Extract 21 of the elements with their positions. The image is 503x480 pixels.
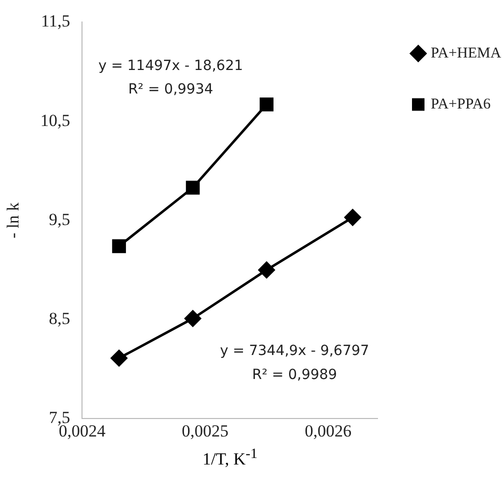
- x-tick-label: 0,0025: [182, 421, 228, 440]
- annotation: y = 11497x - 18,621: [98, 58, 244, 74]
- y-tick-label: 11,5: [41, 12, 70, 31]
- y-tick-label: 10,5: [40, 110, 70, 130]
- y-axis-title: - ln k: [4, 202, 23, 238]
- point: [184, 310, 202, 327]
- point: [112, 239, 126, 254]
- point: [344, 209, 361, 226]
- y-tick-label: 9,5: [48, 210, 70, 229]
- point: [260, 98, 274, 112]
- point: [110, 350, 128, 366]
- point: [186, 180, 200, 195]
- annotation: y = 7344,9x - 9,6797: [220, 343, 370, 360]
- y-tick-label: 8,5: [48, 308, 70, 328]
- legend-label: PA+HEMA: [430, 45, 502, 62]
- annotation: R² = 0,9989: [252, 366, 338, 383]
- x-axis-title: 1/T, K$^{-1}$: [202, 446, 258, 470]
- annotation: R² = 0,9934: [128, 82, 214, 98]
- legend-label: PA+PPA6: [430, 96, 492, 112]
- x-tick-label: 0,0026: [304, 421, 352, 440]
- point: [258, 262, 275, 278]
